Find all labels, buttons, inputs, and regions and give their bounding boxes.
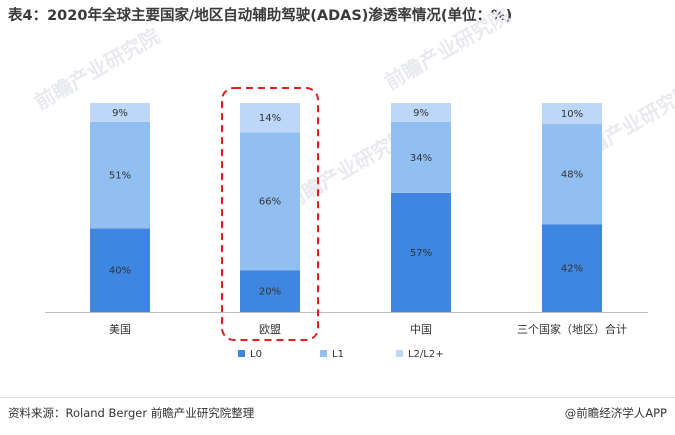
bar-segment-l2-l2- <box>240 103 300 133</box>
bar-segment-l2-l2- <box>542 103 602 124</box>
bar-segment-l1 <box>542 123 602 225</box>
data-label: 14% <box>259 113 281 124</box>
watermark-text: 前瞻产业研究院 <box>381 4 514 95</box>
bar-segment-l1 <box>90 121 150 229</box>
legend-label: L0 <box>250 349 262 360</box>
source-note: 资料来源：Roland Berger 前瞻产业研究院整理 <box>8 406 255 420</box>
legend-swatch <box>238 350 245 357</box>
data-label: 42% <box>561 264 583 275</box>
data-label: 66% <box>259 197 281 208</box>
category-label: 欧盟 <box>259 323 281 336</box>
category-label: 中国 <box>410 323 432 336</box>
watermark-text: 前瞻产业研究院 <box>31 24 164 115</box>
bar-segment-l0 <box>542 224 602 312</box>
bar-segment-l0 <box>391 192 451 312</box>
category-label: 美国 <box>109 323 131 336</box>
legend-swatch <box>320 350 327 357</box>
data-label: 20% <box>259 287 281 298</box>
data-label: 57% <box>410 248 432 259</box>
bar-segment-l1 <box>391 121 451 193</box>
data-label: 40% <box>109 266 131 277</box>
data-label: 34% <box>410 153 432 164</box>
bar-segment-l2-l2- <box>90 103 150 122</box>
brand-credit: @前瞻经济学人APP <box>564 406 667 420</box>
data-label: 48% <box>561 170 583 181</box>
chart-title: 表4：2020年全球主要国家/地区自动辅助驾驶(ADAS)渗透率情况(单位：%) <box>8 8 513 24</box>
bar-segment-l0 <box>240 270 300 312</box>
legend-label: L2/L2+ <box>408 349 444 360</box>
legend-label: L1 <box>332 349 344 360</box>
highlight-box <box>221 87 319 341</box>
footer-divider <box>0 397 675 398</box>
data-label: 9% <box>112 108 128 119</box>
bar-segment-l1 <box>240 132 300 271</box>
bar-segment-l0 <box>90 228 150 312</box>
data-label: 10% <box>561 109 583 120</box>
legend-swatch <box>396 350 403 357</box>
data-label: 51% <box>109 171 131 182</box>
category-label: 三个国家（地区）合计 <box>517 322 627 336</box>
bar-segment-l2-l2- <box>391 103 451 122</box>
data-label: 9% <box>413 108 429 119</box>
